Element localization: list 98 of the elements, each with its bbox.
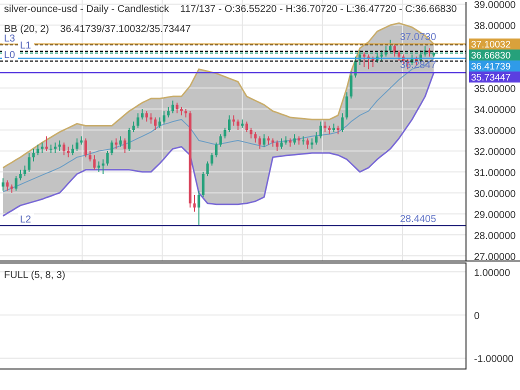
candlestick: [88, 150, 92, 162]
candlestick: [254, 132, 257, 144]
text: -1.00000: [474, 354, 514, 366]
candlestick: [232, 114, 235, 126]
line-series: [2, 22, 435, 168]
candlestick: [32, 148, 35, 162]
candlestick: [58, 140, 61, 152]
candlestick: [114, 138, 118, 150]
candlestick: [276, 140, 278, 152]
ref-line-label: L1: [20, 40, 32, 52]
candlestick: [171, 100, 174, 114]
ref-line-label: 35.73447: [471, 72, 511, 84]
candlestick: [341, 112, 344, 133]
candlestick: [350, 70, 352, 100]
candlestick: [228, 114, 231, 133]
candlestick: [97, 160, 100, 172]
candlestick: [362, 52, 366, 68]
ref-line-label: 36.66830: [471, 50, 511, 62]
candlestick: [167, 106, 170, 118]
ref-line-label: 37.10032: [471, 40, 511, 51]
text: BB (20, 2) 36.41739/37.10032/35.73447: [4, 24, 192, 35]
candlestick: [2, 178, 4, 192]
candlestick: [250, 127, 252, 139]
candlestick: [393, 44, 396, 58]
ref-line-label: L3: [4, 34, 16, 45]
candlestick: [84, 138, 88, 158]
candlestick: [306, 138, 309, 150]
candlestick: [354, 56, 357, 78]
candlestick: [280, 138, 283, 150]
candlestick: [136, 112, 140, 128]
y-tick-label: 38.00000: [474, 21, 516, 32]
candlestick: [102, 158, 104, 174]
line-series: [2, 72, 435, 217]
candlestick: [145, 110, 148, 122]
y-tick-label: 30.00000: [474, 188, 516, 200]
y-tick-label: 28.00000: [474, 230, 516, 242]
candlestick: [206, 160, 209, 177]
candlestick: [315, 132, 318, 146]
candlestick: [124, 138, 126, 154]
candlestick: [193, 194, 196, 212]
candlestick: [45, 136, 48, 152]
candlestick: [345, 92, 348, 120]
candlestick: [62, 142, 66, 156]
candlestick: [158, 116, 161, 128]
chart-title: silver-ounce-usd - Daily - Candlestick 117/137 - O:36.55220 - H:36.70720 - L:36.47720 - C:36.66830: [4, 4, 458, 15]
candlestick: [150, 112, 152, 124]
y-tick-label: 29.00000: [474, 210, 516, 221]
y-tick-label: 27.00000: [474, 252, 516, 263]
candlestick: [71, 144, 74, 156]
annotation: 28.4405: [400, 214, 437, 226]
text: 1.00000: [474, 268, 511, 279]
text: FULL (5, 8, 3): [4, 270, 66, 281]
candlestick: [128, 127, 131, 152]
candlestick: [310, 138, 314, 150]
text: 0: [474, 311, 480, 322]
candlestick: [162, 110, 166, 124]
candlestick: [176, 102, 178, 114]
candlestick: [202, 171, 204, 198]
candlestick: [93, 154, 96, 170]
candlestick: [198, 190, 200, 226]
candlestick: [258, 136, 262, 150]
ref-line-label: L0: [4, 50, 16, 62]
y-tick-label: 31.00000: [474, 168, 516, 179]
candlestick: [40, 142, 44, 154]
candlestick: [398, 50, 400, 62]
candlestick: [36, 144, 40, 156]
candlestick: [24, 165, 26, 177]
y-tick-label: 35.00000: [474, 84, 516, 96]
candlestick: [67, 146, 70, 158]
line-series: [2, 58, 434, 192]
candlestick: [319, 121, 322, 139]
candlestick: [76, 138, 78, 152]
candlestick: [54, 142, 57, 154]
candlestick: [106, 150, 109, 166]
candlestick: [236, 118, 240, 130]
candlestick: [293, 134, 296, 146]
candlestick: [210, 152, 214, 166]
ref-line-label: L2: [20, 214, 32, 226]
candlestick: [6, 180, 9, 192]
candlestick: [245, 121, 248, 133]
y-tick-label: 39.00000: [474, 0, 516, 12]
candlestick: [324, 121, 326, 133]
ref-line-label: 36.41739: [471, 62, 511, 73]
candlestick: [19, 169, 22, 181]
candlestick: [219, 134, 222, 148]
candlestick: [262, 134, 266, 148]
candlestick: [119, 136, 122, 148]
candlestick: [154, 116, 157, 130]
y-tick-label: 32.00000: [474, 146, 516, 158]
candlestick: [14, 176, 18, 192]
candlestick: [140, 108, 144, 120]
y-tick-label: 34.00000: [474, 105, 516, 116]
y-tick-label: 33.00000: [474, 126, 516, 137]
candlestick: [110, 140, 114, 156]
candlestick: [214, 142, 218, 158]
candlestick: [132, 121, 135, 133]
candlestick: [28, 152, 30, 172]
candlestick: [224, 127, 226, 139]
